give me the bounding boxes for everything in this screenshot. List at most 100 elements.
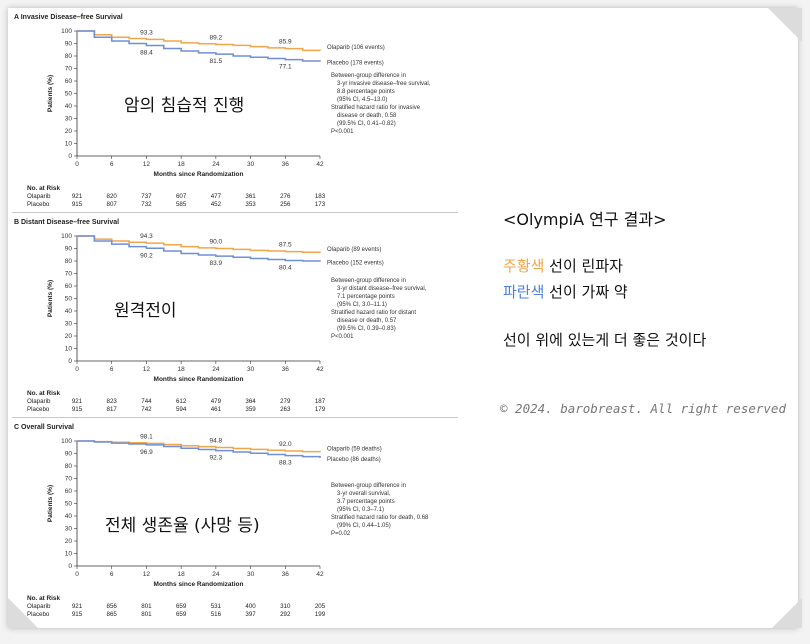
y-tick-label: 50 [65, 91, 73, 98]
risk-cell: 921 [72, 398, 83, 405]
y-tick-label: 20 [65, 333, 73, 340]
annotation-line: Stratified hazard ratio for invasive [331, 105, 421, 111]
x-tick-label: 36 [282, 161, 290, 168]
risk-cell: 276 [280, 193, 291, 200]
annotation-line: Stratified hazard ratio for death, 0.68 [331, 515, 429, 521]
y-tick-label: 60 [65, 78, 73, 85]
annotation-line: 3-yr invasive disease–free survival, [337, 81, 431, 87]
risk-cell: 915 [72, 611, 83, 618]
corner-fold-bottom-right [772, 598, 802, 628]
y-tick-label: 40 [65, 513, 73, 520]
y-tick-label: 90 [65, 246, 73, 253]
y-tick-label: 50 [65, 501, 73, 508]
legend-placebo: Placebo (178 events) [327, 61, 384, 67]
risk-cell: 807 [107, 201, 118, 208]
annotation-line: (95% CI, 0.3–7.1) [337, 507, 384, 513]
olaparib-curve [77, 30, 321, 52]
risk-table-header: No. at Risk [27, 390, 60, 397]
risk-cell: 183 [315, 193, 326, 200]
risk-table-header: No. at Risk [27, 185, 60, 192]
risk-cell: 594 [176, 406, 187, 413]
olaparib-curve [77, 235, 321, 254]
data-label: 94.8 [210, 438, 223, 445]
risk-cell: 279 [280, 398, 291, 405]
panel-title: C Overall Survival [14, 424, 74, 431]
y-tick-label: 80 [65, 258, 73, 265]
risk-cell: 865 [107, 611, 118, 618]
notes-heading: <OlympiA 연구 결과> [503, 210, 667, 229]
legend-placebo: Placebo (152 events) [327, 261, 384, 267]
annotation-line: Stratified hazard ratio for distant [331, 310, 416, 316]
risk-cell: 310 [280, 603, 291, 610]
data-label: 88.4 [140, 50, 153, 57]
risk-cell: 585 [176, 201, 187, 208]
blue-line-rest: 선이 가짜 약 [544, 283, 628, 301]
panel-title: A Invasive Disease–free Survival [14, 14, 123, 21]
risk-cell: 452 [211, 201, 222, 208]
placebo-curve [77, 235, 321, 262]
risk-cell: 173 [315, 201, 326, 208]
x-tick-label: 18 [178, 161, 186, 168]
annotation-line: 7.1 percentage points [337, 294, 395, 300]
data-label: 85.9 [279, 39, 292, 46]
x-tick-label: 18 [178, 366, 186, 373]
annotation-line: (99.5% CI, 0.41–0.82) [337, 121, 396, 127]
legend-olaparib: Olaparib (59 deaths) [327, 446, 382, 452]
x-tick-label: 30 [247, 366, 255, 373]
annotation-line: 3-yr distant disease–free survival, [337, 286, 427, 292]
risk-cell: 921 [72, 603, 83, 610]
y-tick-label: 20 [65, 538, 73, 545]
km-panel-b: B Distant Disease–free Survival 0 10 20 30 40… [14, 219, 427, 413]
risk-cell: 400 [245, 603, 256, 610]
data-label: 98.1 [140, 433, 153, 440]
orange-line-rest: 선이 린파자 [544, 257, 623, 275]
y-tick-label: 40 [65, 308, 73, 315]
x-tick-label: 6 [110, 366, 114, 373]
risk-table-header: No. at Risk [27, 595, 60, 602]
risk-cell: 516 [211, 611, 222, 618]
data-label: 88.3 [279, 460, 292, 467]
risk-cell: 361 [245, 193, 256, 200]
legend-olaparib: Olaparib (106 events) [327, 45, 385, 51]
x-tick-label: 42 [316, 571, 324, 578]
risk-cell: 397 [245, 611, 256, 618]
risk-row-label: Placebo [27, 406, 50, 413]
corner-fold-bottom-left [8, 598, 38, 628]
x-axis-label: Months since Randomization [154, 171, 244, 178]
risk-row-label: Olaparib [27, 398, 51, 405]
watermark: © 2024. barobreast. All right reserved [500, 401, 786, 416]
olaparib-curve [77, 440, 321, 453]
risk-row-label: Olaparib [27, 603, 51, 610]
y-tick-label: 0 [68, 563, 72, 570]
data-label: 89.2 [210, 35, 223, 42]
annotation-line: (95% CI, 4.5–13.0) [337, 97, 387, 103]
y-tick-label: 10 [65, 346, 73, 353]
annotation-line: (99% CI, 0.44–1.05) [337, 523, 391, 529]
y-tick-label: 70 [65, 271, 73, 278]
data-label: 87.5 [279, 242, 292, 249]
notes-conclusion: 선이 위에 있는게 더 좋은 것이다 [503, 331, 707, 349]
annotation-line: Between-group difference in [331, 73, 406, 79]
risk-cell: 353 [245, 201, 256, 208]
risk-cell: 823 [107, 398, 118, 405]
risk-cell: 359 [245, 406, 256, 413]
overlay-korean-label: 전체 생존율 (사망 등) [105, 516, 260, 536]
x-tick-label: 24 [212, 571, 220, 578]
x-tick-label: 42 [316, 161, 324, 168]
x-axis-label: Months since Randomization [154, 376, 244, 383]
risk-cell: 256 [280, 201, 291, 208]
x-tick-label: 0 [75, 366, 79, 373]
y-tick-label: 70 [65, 66, 73, 73]
annotation-line: P=0.02 [331, 531, 351, 537]
annotation-line: P<0.001 [331, 334, 354, 340]
risk-cell: 921 [72, 193, 83, 200]
blue-highlight: 파란색 [503, 283, 545, 301]
risk-cell: 607 [176, 193, 187, 200]
y-tick-label: 30 [65, 116, 73, 123]
risk-cell: 179 [315, 406, 326, 413]
legend-olaparib: Olaparib (89 events) [327, 247, 381, 253]
y-tick-label: 0 [68, 358, 72, 365]
x-tick-label: 6 [110, 161, 114, 168]
annotation-line: Between-group difference in [331, 278, 406, 284]
y-tick-label: 70 [65, 476, 73, 483]
